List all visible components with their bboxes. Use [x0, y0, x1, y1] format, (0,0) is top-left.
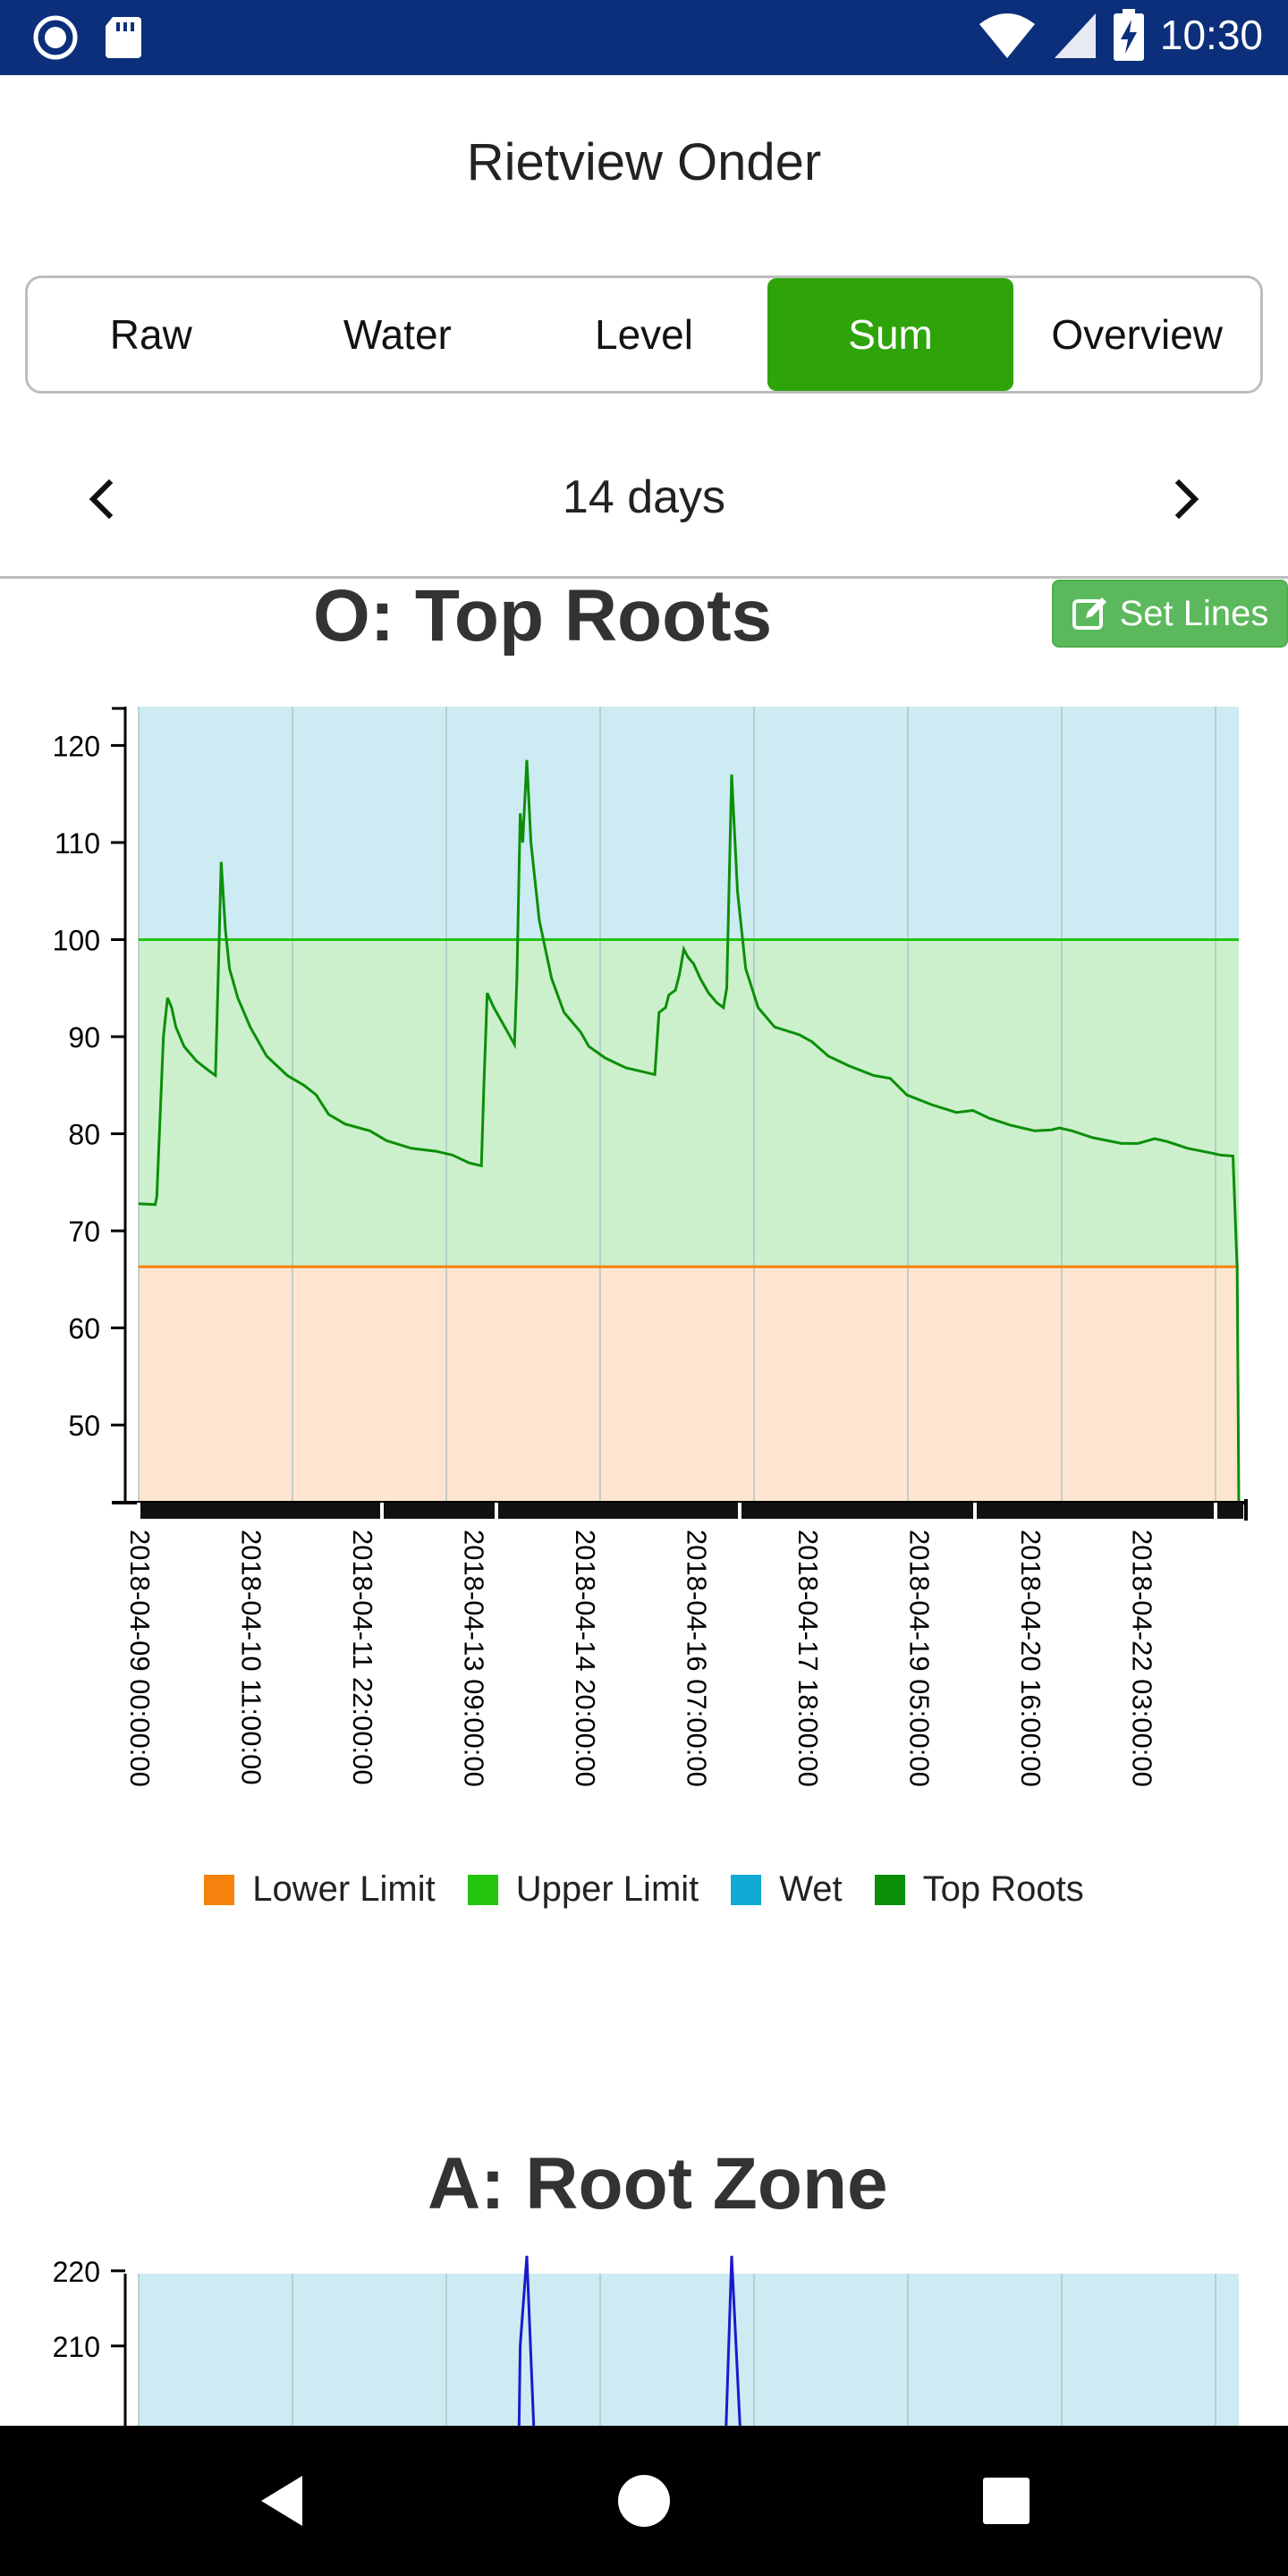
y-tick-label: 70	[68, 1216, 100, 1248]
wet-band	[139, 707, 1239, 940]
legend-label: Upper Limit	[515, 1869, 699, 1909]
legend-label: Top Roots	[922, 1869, 1084, 1909]
root-zone-chart: 210 220	[53, 2255, 1239, 2426]
page-title: Rietview Onder	[466, 133, 822, 191]
navigation-bar	[0, 2426, 1288, 2576]
divider	[0, 576, 1288, 579]
y-tick-label: 120	[53, 730, 100, 762]
wifi-icon	[979, 13, 1035, 58]
x-tick-label: 2018-04-11 22:00:00	[347, 1530, 378, 1785]
legend-item-top-roots: Top Roots	[874, 1869, 1084, 1910]
legend-swatch	[874, 1874, 905, 1905]
legend-item-upper-limit: Upper Limit	[467, 1869, 699, 1910]
status-time: 10:30	[1159, 12, 1263, 58]
edit-icon	[1072, 597, 1106, 630]
series-line-top-roots	[138, 759, 1241, 1504]
chart-legend: Lower Limit Upper Limit Wet Top Roots	[0, 1869, 1288, 1910]
range-label: 14 days	[562, 471, 726, 523]
battery-charging-icon	[1113, 9, 1144, 61]
y-tick-label: 80	[68, 1119, 100, 1151]
legend-swatch	[731, 1874, 762, 1905]
ok-band	[139, 939, 1239, 1267]
tab-overview[interactable]: Overview	[1051, 311, 1224, 358]
y-tick-label: 60	[68, 1313, 100, 1345]
set-lines-label: Set Lines	[1119, 593, 1269, 633]
chevron-left-icon[interactable]	[75, 472, 129, 526]
series-line-root-zone	[517, 2255, 536, 2426]
x-tick-label: 2018-04-20 16:00:00	[1015, 1530, 1046, 1787]
set-lines-button[interactable]: Set Lines	[1052, 580, 1288, 648]
back-icon[interactable]	[256, 2472, 306, 2529]
dry-band	[139, 1267, 1239, 1503]
x-axis-dense-ticks	[139, 1503, 1243, 1519]
series-line-root-zone	[724, 2255, 741, 2426]
y-tick-label: 110	[55, 827, 100, 860]
chevron-right-icon[interactable]	[1159, 472, 1213, 526]
x-tick-label: 2018-04-22 03:00:00	[1127, 1530, 1158, 1787]
tab-water[interactable]: Water	[343, 311, 452, 358]
x-tick-label: 2018-04-14 20:00:00	[570, 1530, 601, 1787]
home-icon[interactable]	[616, 2473, 672, 2529]
tab-sum[interactable]: Sum	[767, 278, 1014, 391]
y-tick-label: 50	[68, 1410, 100, 1442]
legend-swatch	[204, 1874, 235, 1905]
x-tick-label: 2018-04-10 11:00:00	[236, 1530, 267, 1785]
x-tick-label: 2018-04-13 09:00:00	[459, 1530, 490, 1787]
legend-label: Lower Limit	[252, 1869, 436, 1909]
app-circle-icon	[33, 15, 78, 60]
x-tick-label: 2018-04-16 07:00:00	[682, 1530, 713, 1787]
signal-icon	[1054, 13, 1096, 58]
chart-title-top-roots: O: Top Roots	[313, 575, 773, 657]
y-tick-label: 90	[68, 1021, 100, 1054]
legend-item-wet: Wet	[731, 1869, 843, 1910]
status-bar: 10:30	[0, 0, 1288, 75]
legend-item-lower-limit: Lower Limit	[204, 1869, 436, 1910]
y-tick-label: 100	[53, 924, 100, 956]
legend-swatch	[467, 1874, 498, 1905]
top-roots-chart: 50 60 70 80 90 100 110 120 2018-04-09 00:00:00 20…	[53, 707, 1248, 1787]
legend-label: Wet	[779, 1869, 843, 1909]
y-tick-label: 210	[53, 2331, 100, 2363]
wet-band	[139, 2274, 1239, 2426]
chart-title-root-zone: A: Root Zone	[428, 2143, 888, 2224]
sd-card-icon	[106, 17, 141, 58]
y-tick-label: 220	[53, 2256, 100, 2288]
view-tabs: Raw Water Level Sum Overview	[25, 275, 1263, 394]
range-selector: 14 days	[0, 447, 1288, 555]
recents-icon[interactable]	[981, 2476, 1031, 2526]
tab-raw[interactable]: Raw	[109, 311, 192, 358]
x-tick-label: 2018-04-19 05:00:00	[904, 1530, 936, 1787]
x-tick-label: 2018-04-09 00:00:00	[124, 1530, 156, 1787]
tab-level[interactable]: Level	[595, 311, 693, 358]
x-tick-label: 2018-04-17 18:00:00	[792, 1530, 824, 1787]
